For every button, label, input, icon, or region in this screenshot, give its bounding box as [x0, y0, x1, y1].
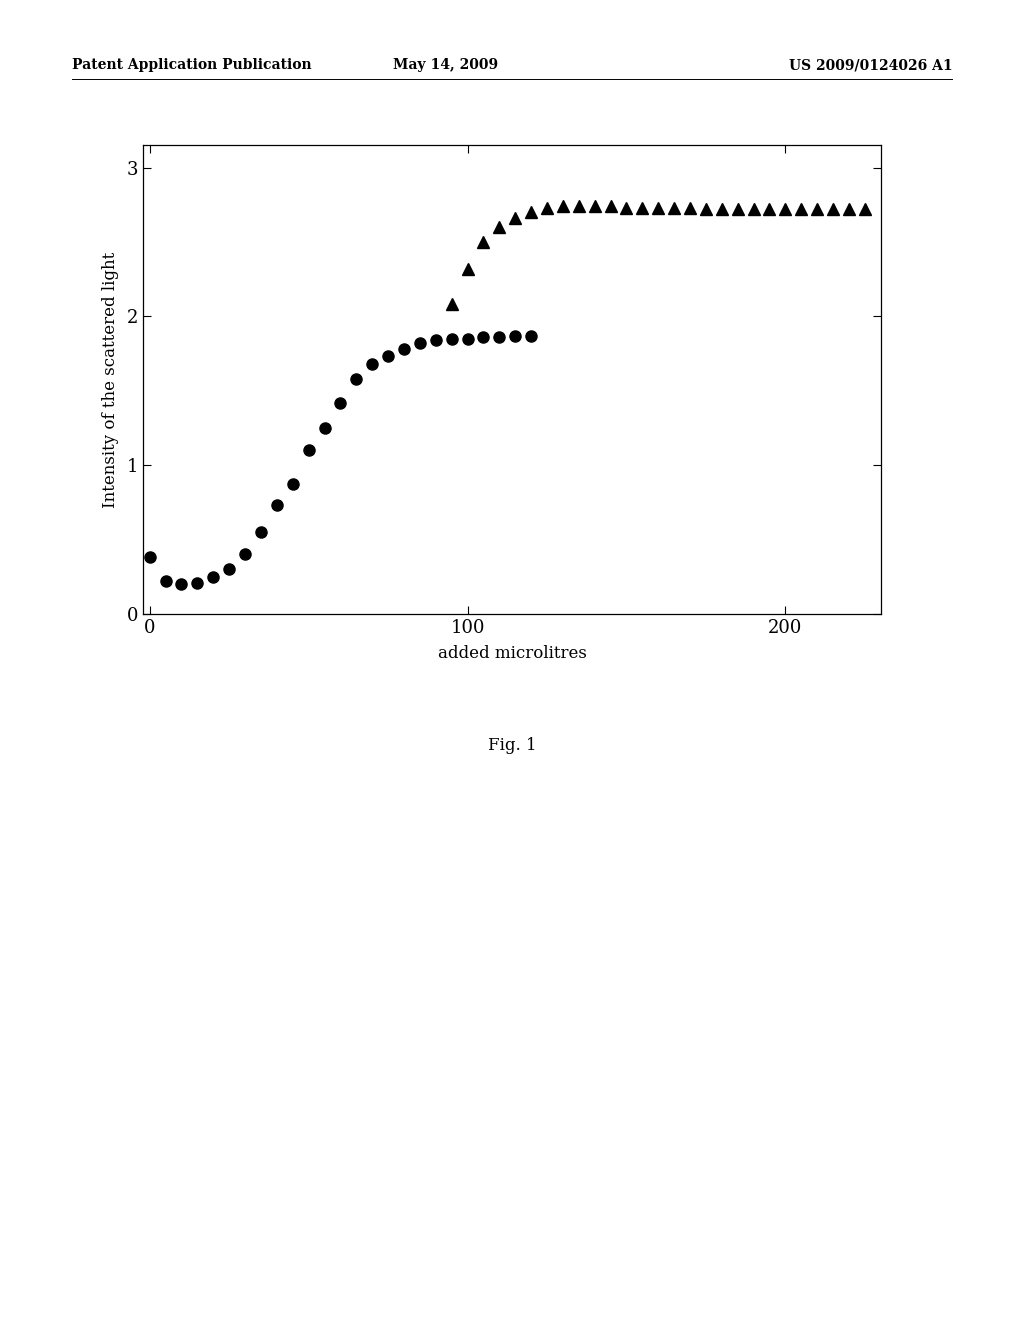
Text: May 14, 2009: May 14, 2009: [393, 58, 498, 73]
Text: Patent Application Publication: Patent Application Publication: [72, 58, 311, 73]
Y-axis label: Intensity of the scattered light: Intensity of the scattered light: [101, 251, 119, 508]
Text: Fig. 1: Fig. 1: [487, 738, 537, 754]
X-axis label: added microlitres: added microlitres: [437, 645, 587, 663]
Text: US 2009/0124026 A1: US 2009/0124026 A1: [788, 58, 952, 73]
